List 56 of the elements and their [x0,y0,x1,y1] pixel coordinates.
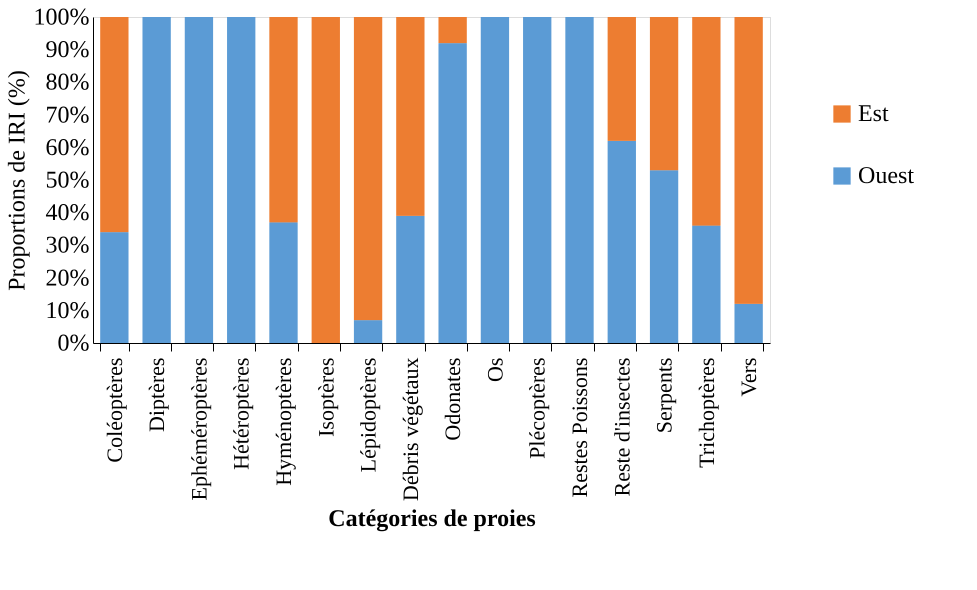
bar [227,17,256,343]
y-tick-label: 70% [46,102,90,128]
x-tick-label: Restes Poissons [567,358,592,498]
x-tick-label: Coléoptères [102,358,127,463]
x-tick-label: Trichoptères [694,358,719,468]
x-axis-title: Catégories de proies [328,506,536,532]
bar [438,17,467,44]
bar [523,17,552,343]
bar [692,226,721,343]
x-tick-label: Serpents [652,358,677,434]
bar [438,43,467,343]
y-tick-label: 100% [34,4,90,30]
y-tick-label: 50% [46,168,90,194]
bar [100,17,129,232]
x-tick-label: Lépidoptères [356,358,381,472]
x-tick-label: Diptères [144,358,170,432]
bar [354,17,382,320]
y-tick-label: 90% [46,37,90,64]
x-tick-label: Isoptères [313,358,338,437]
x-tick-label: Odonates [440,358,466,441]
x-tick-label: Reste d'insectes [609,358,634,496]
legend-label: Ouest [858,163,914,189]
bar [608,17,636,141]
bar [565,17,594,343]
bar [396,216,425,343]
x-tick-label: Hyménoptères [271,358,296,486]
bar [269,222,298,343]
x-tick-label: Ephéméroptères [186,358,212,500]
y-tick-label: 0% [58,330,90,356]
y-tick-label: 20% [46,265,90,292]
bar [100,232,129,343]
y-tick-label: 40% [46,200,90,226]
bar [692,17,721,226]
bar [480,17,510,343]
y-tick-label: 30% [46,232,90,259]
x-tick-label: Os [482,358,508,382]
x-tick-label: Débris végétaux [398,358,423,502]
legend-label: Est [858,101,889,127]
y-tick-label: 80% [46,70,90,96]
y-tick-label: 60% [46,134,90,161]
x-tick-label: Plécoptères [524,358,550,459]
bar [312,17,340,343]
y-tick-label: 10% [46,298,90,324]
bar [184,17,214,343]
bar [354,320,382,343]
bar [142,17,171,343]
y-axis-title: Proportions de IRI (%) [4,70,31,291]
bar [734,304,763,343]
bar [608,140,636,343]
x-tick-label: Hétéroptères [228,358,254,470]
bar [650,17,678,170]
bar [734,17,763,304]
bar [650,170,678,343]
bar [269,17,298,222]
bar [396,17,425,216]
x-tick-label: Vers [736,358,762,397]
